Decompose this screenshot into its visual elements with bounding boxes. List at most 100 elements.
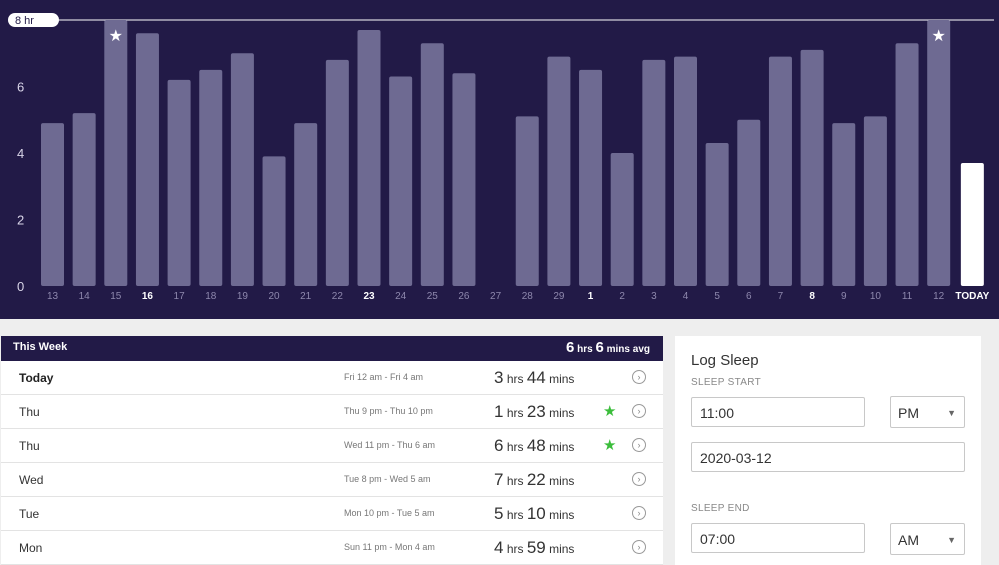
row-time-range: Thu 9 pm - Thu 10 pm [344,406,433,416]
log-sleep-panel: Log Sleep SLEEP START 11:00 PM ▼ 2020-03… [675,336,981,565]
row-mins-value: 23 [526,402,546,421]
sleep-log-row[interactable]: Tue Mon 10 pm - Tue 5 am 5 hrs 10 mins › [1,497,663,531]
sleep-log-row[interactable]: Thu Wed 11 pm - Thu 6 am 6 hrs 48 mins ★ › [1,429,663,463]
row-day: Wed [19,473,44,487]
row-hours-value: 4 [494,538,504,557]
chevron-right-circle-icon[interactable]: › [632,370,646,384]
row-time-range: Fri 12 am - Fri 4 am [344,372,424,382]
row-duration: 3 hrs 44 mins [494,368,574,388]
x-tick-label: 16 [142,291,154,302]
chevron-right-circle-icon[interactable]: › [632,472,646,486]
sleep-start-date-input[interactable]: 2020-03-12 [691,442,965,472]
goal-label: 8 hr [15,15,34,27]
chevron-down-icon: ▼ [947,408,956,418]
x-tick-label: 28 [522,291,534,302]
sleep-bar [737,119,761,286]
sleep-bar [389,76,413,287]
row-hours-unit: hrs [506,508,524,522]
row-time-range: Mon 10 pm - Tue 5 am [344,508,435,518]
sleep-start-ampm-value: PM [898,405,919,421]
x-tick-label: 17 [174,291,186,302]
row-mins-value: 48 [526,436,546,455]
y-tick-label: 0 [17,279,24,294]
row-time-range: Tue 8 pm - Wed 5 am [344,474,431,484]
avg-hours-value: 6 [566,339,575,356]
row-hours-value: 3 [494,368,504,387]
row-hours-unit: hrs [506,474,524,488]
weekly-average: 6 hrs 6 mins avg [566,339,650,356]
row-hours-value: 7 [494,470,504,489]
chevron-right-circle-icon[interactable]: › [632,438,646,452]
sleep-bar [515,116,539,286]
sleep-bar [420,43,444,287]
row-day: Thu [19,439,40,453]
row-duration: 6 hrs 48 mins [494,436,574,456]
y-tick-label: 6 [17,80,24,95]
x-tick-label: 2 [619,291,625,302]
sleep-log-row[interactable]: Today Fri 12 am - Fri 4 am 3 hrs 44 mins › [1,361,663,395]
row-duration: 1 hrs 23 mins [494,402,574,422]
x-tick-label: 19 [237,291,249,302]
sleep-bar [674,56,697,287]
row-mins-value: 59 [526,538,546,557]
row-mins-unit: mins [549,440,575,454]
x-tick-label: 9 [841,291,847,302]
today-bar [960,162,984,286]
goal-star-icon: ★ [603,403,617,420]
x-tick-label: TODAY [955,291,989,302]
x-tick-label: 1 [588,291,594,302]
chevron-right-circle-icon[interactable]: › [632,506,646,520]
y-tick-label: 4 [17,146,24,161]
x-tick-label: 18 [205,291,217,302]
x-tick-label: 20 [268,291,280,302]
this-week-header: This Week 6 hrs 6 mins avg [1,336,663,361]
row-mins-value: 44 [526,368,546,387]
sleep-bar [863,116,887,286]
row-mins-unit: mins [549,372,575,386]
sleep-end-ampm-value: AM [898,532,919,548]
sleep-bar [768,56,792,287]
row-day: Mon [19,541,43,555]
sleep-start-time-input[interactable]: 11:00 [691,397,865,427]
row-duration: 4 hrs 59 mins [494,538,574,558]
x-tick-label: 14 [79,291,91,302]
sleep-bar [832,123,856,286]
row-mins-unit: mins [549,508,575,522]
sleep-log-row[interactable]: Mon Sun 11 pm - Mon 4 am 4 hrs 59 mins › [1,531,663,565]
row-time-range: Wed 11 pm - Thu 6 am [344,440,436,450]
row-mins-value: 22 [526,470,546,489]
sleep-bar [41,123,64,286]
chevron-right-circle-icon[interactable]: › [632,404,646,418]
sleep-end-time-input[interactable]: 07:00 [691,523,865,553]
row-hours-unit: hrs [506,542,524,556]
x-tick-label: 7 [778,291,784,302]
sleep-bar [610,153,634,286]
sleep-log-row[interactable]: Thu Thu 9 pm - Thu 10 pm 1 hrs 23 mins ★ › [1,395,663,429]
chevron-right-circle-icon[interactable]: › [632,540,646,554]
sleep-chart: 0 2 4 6 13 14 15 ★ 16 17 18 19 20 21 22 23 24 25 26 27 28 29 1… [0,0,999,319]
sleep-bar [547,56,571,287]
star-icon: ★ [932,28,946,45]
row-time-range: Sun 11 pm - Mon 4 am [344,542,435,552]
row-day: Tue [19,507,40,521]
x-tick-label: 3 [651,291,657,302]
row-duration: 5 hrs 10 mins [494,504,574,524]
sleep-start-ampm-select[interactable]: PM ▼ [890,396,965,428]
avg-hours-unit: hrs [577,344,593,355]
row-hours-unit: hrs [506,440,524,454]
row-day: Thu [19,405,40,419]
row-hours-value: 1 [494,402,504,421]
x-tick-label: 21 [300,291,312,302]
sleep-bar [895,43,919,287]
row-duration: 7 hrs 22 mins [494,470,574,490]
sleep-bar [104,20,128,286]
sleep-bar [262,156,286,286]
sleep-log-row[interactable]: Wed Tue 8 pm - Wed 5 am 7 hrs 22 mins › [1,463,663,497]
sleep-bar [199,69,223,286]
sleep-bar [357,29,381,286]
y-tick-label: 2 [17,213,24,228]
goal-pill [8,13,59,27]
sleep-end-ampm-select[interactable]: AM ▼ [890,523,965,555]
x-tick-label: 4 [683,291,689,302]
